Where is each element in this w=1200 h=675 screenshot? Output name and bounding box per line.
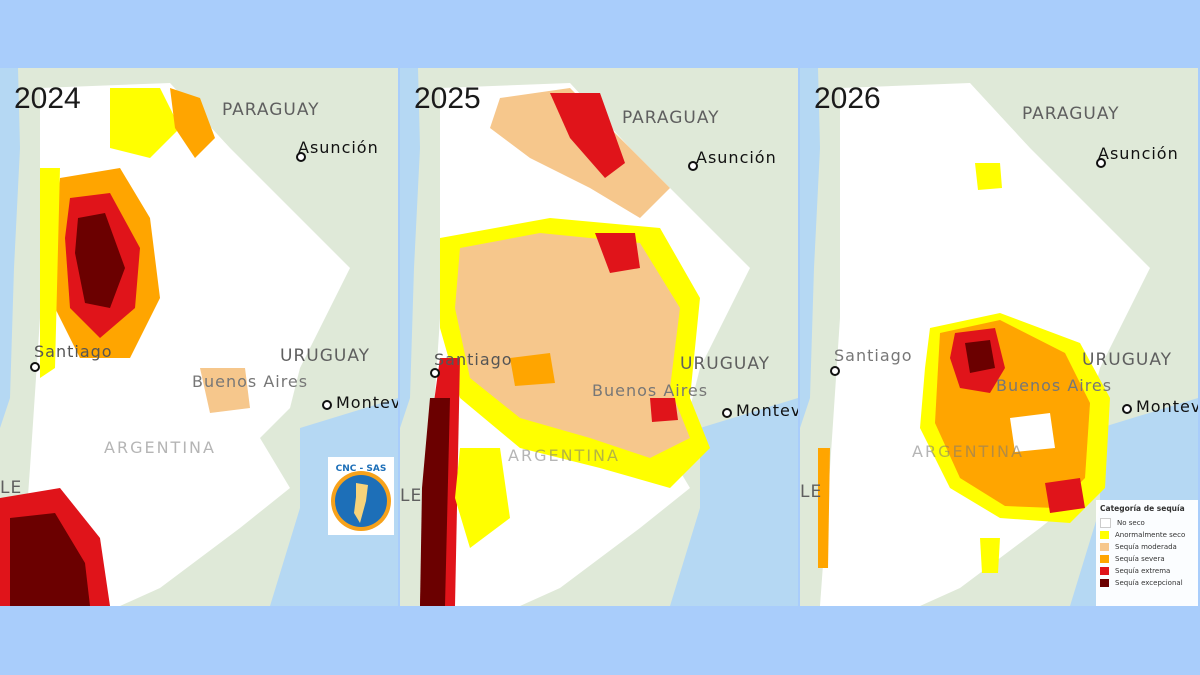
legend-item: No seco [1096,517,1198,529]
logo-emblem: CNC - SAS [331,464,391,531]
drought-2024 [0,88,250,606]
city-dot-montevideo [322,400,332,410]
legend-label: No seco [1117,519,1145,527]
legend-item: Sequía moderada [1096,541,1198,553]
city-dot-asuncion [1096,158,1106,168]
label-montevideo: Montev [336,393,398,412]
legend-swatch [1100,543,1109,551]
label-argentina: ARGENTINA [508,446,620,465]
label-uruguay: URUGUAY [280,346,371,366]
legend-label: Sequía moderada [1115,543,1177,551]
legend-swatch [1100,555,1109,563]
drought-legend: Categoría de sequía No seco Anormalmente… [1096,500,1198,606]
legend-item: Anormalmente seco [1096,529,1198,541]
label-buenos-aires: Buenos Aires [592,381,709,400]
label-paraguay: PARAGUAY [222,100,320,120]
year-label: 2026 [814,82,881,115]
legend-item: Sequía extrema [1096,565,1198,577]
label-santiago: Santiago [834,346,913,365]
map-panel-2025: 2025 PARAGUAY Asunción URUGUAY Santiago … [400,68,798,606]
label-buenos-aires: Buenos Aires [996,376,1113,395]
label-santiago: Santiago [34,342,113,361]
map-canvas [0,68,398,606]
label-montevideo: Montev [1136,397,1198,416]
legend-swatch [1100,567,1109,575]
label-santiago: Santiago [434,350,513,369]
legend-swatch [1100,518,1111,528]
legend-label: Sequía extrema [1115,567,1171,575]
year-label: 2024 [14,82,81,115]
map-panel-2026: 2026 PARAGUAY Asunción URUGUAY Santiago … [800,68,1198,606]
city-dot-santiago [830,366,840,376]
logo-text: CNC - SAS [336,464,387,474]
label-asuncion: Asunción [1098,144,1179,163]
label-asuncion: Asunción [298,138,379,157]
label-chile-fragment: LE [0,478,23,498]
city-dot-asuncion [296,152,306,162]
map-canvas [400,68,798,606]
legend-item: Sequía excepcional [1096,577,1198,589]
legend-item: Sequía severa [1096,553,1198,565]
legend-title: Categoría de sequía [1100,504,1185,513]
legend-swatch [1100,531,1109,539]
label-uruguay: URUGUAY [1082,350,1173,370]
label-buenos-aires: Buenos Aires [192,372,309,391]
label-montevideo: Montev [736,401,798,420]
legend-label: Sequía excepcional [1115,579,1183,587]
label-argentina: ARGENTINA [104,438,216,457]
label-paraguay: PARAGUAY [1022,104,1120,124]
label-uruguay: URUGUAY [680,354,771,374]
drought-2025 [420,88,710,606]
label-argentina: ARGENTINA [912,442,1024,461]
legend-label: Sequía severa [1115,555,1165,563]
city-dot-santiago [430,368,440,378]
label-chile-fragment: LE [800,482,823,502]
legend-label: Anormalmente seco [1115,531,1186,539]
city-dot-montevideo [722,408,732,418]
city-dot-santiago [30,362,40,372]
cnc-sas-logo: CNC - SAS [328,457,394,535]
year-label: 2025 [414,82,481,115]
label-asuncion: Asunción [696,148,777,167]
city-dot-asuncion [688,161,698,171]
legend-swatch [1100,579,1109,587]
map-panel-2024: 2024 PARAGUAY Asunción URUGUAY Santiago … [0,68,398,606]
label-paraguay: PARAGUAY [622,108,720,128]
city-dot-montevideo [1122,404,1132,414]
drought-2026 [818,163,1110,573]
label-chile-fragment: LE [400,486,423,506]
